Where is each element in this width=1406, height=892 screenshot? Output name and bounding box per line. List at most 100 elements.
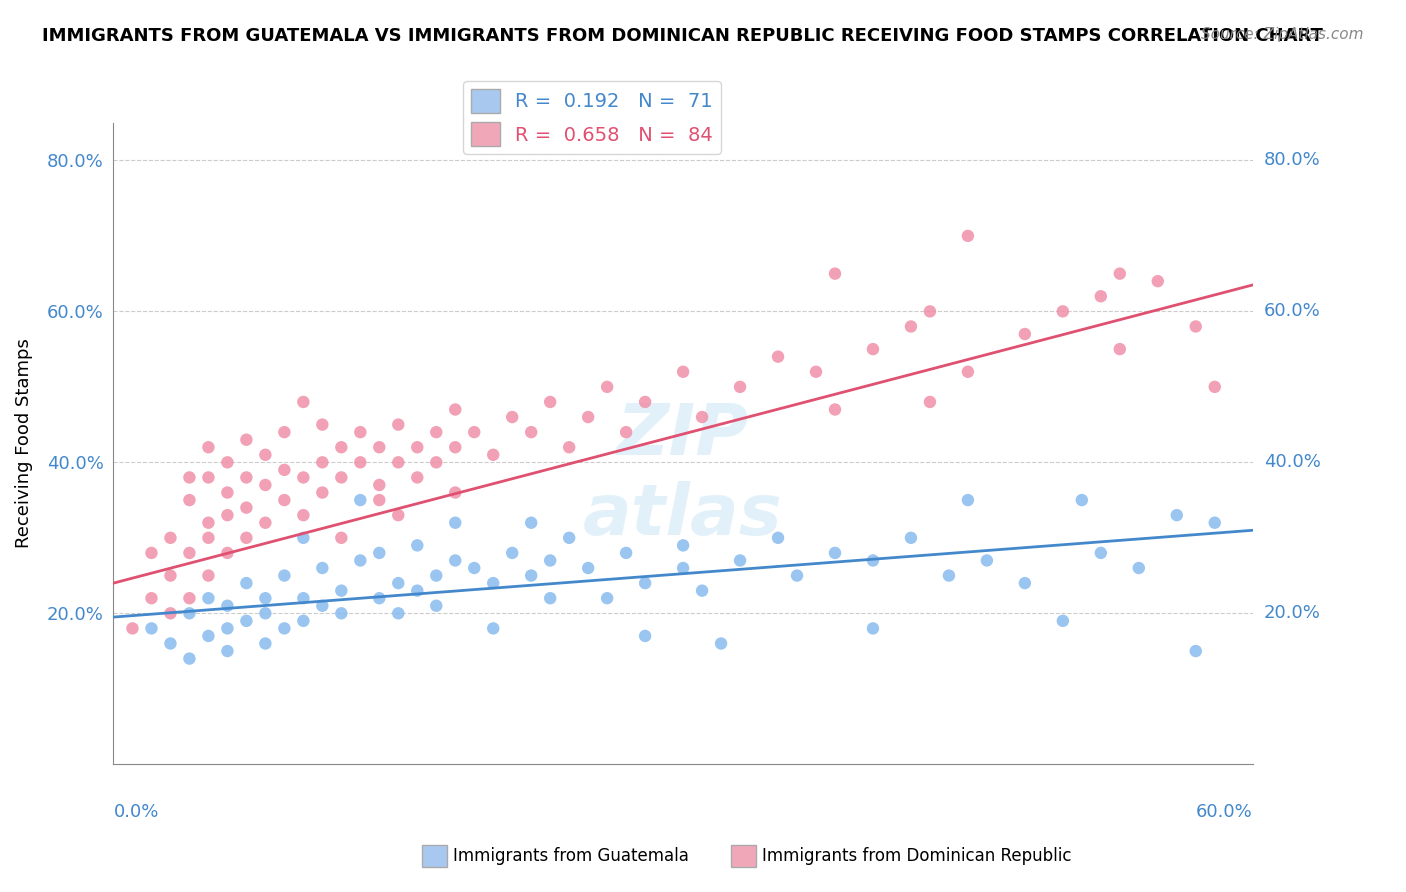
Point bbox=[918, 304, 941, 318]
Point bbox=[197, 629, 219, 643]
Point bbox=[956, 228, 979, 243]
Point bbox=[918, 395, 941, 409]
Point bbox=[862, 621, 884, 635]
Point bbox=[217, 508, 239, 523]
Point bbox=[141, 591, 163, 606]
Point bbox=[235, 576, 257, 591]
Point bbox=[349, 455, 371, 469]
Point bbox=[368, 478, 391, 492]
Point bbox=[197, 516, 219, 530]
Point bbox=[235, 433, 257, 447]
Point bbox=[900, 319, 922, 334]
Legend: R =  0.192   N =  71, R =  0.658   N =  84: R = 0.192 N = 71, R = 0.658 N = 84 bbox=[463, 81, 721, 153]
Point bbox=[614, 425, 637, 439]
Point bbox=[538, 395, 561, 409]
Point bbox=[501, 410, 523, 425]
Point bbox=[482, 621, 505, 635]
Point bbox=[330, 583, 353, 598]
Point bbox=[235, 470, 257, 484]
Point bbox=[1108, 267, 1130, 281]
Point bbox=[368, 440, 391, 454]
Point bbox=[197, 440, 219, 454]
Point bbox=[576, 410, 599, 425]
Text: 40.0%: 40.0% bbox=[1264, 453, 1320, 471]
Point bbox=[824, 402, 846, 417]
Point bbox=[292, 531, 315, 545]
Point bbox=[596, 380, 619, 394]
Point bbox=[956, 365, 979, 379]
Point bbox=[368, 591, 391, 606]
Point bbox=[824, 546, 846, 560]
Point bbox=[235, 500, 257, 515]
Point bbox=[273, 463, 295, 477]
Point bbox=[444, 485, 467, 500]
Point bbox=[387, 455, 409, 469]
Point bbox=[1108, 342, 1130, 356]
Point bbox=[862, 342, 884, 356]
Point bbox=[672, 365, 695, 379]
Point bbox=[956, 493, 979, 508]
Point bbox=[804, 365, 827, 379]
Point bbox=[292, 470, 315, 484]
Point bbox=[179, 470, 201, 484]
Point bbox=[197, 591, 219, 606]
Point bbox=[938, 568, 960, 582]
Point bbox=[596, 591, 619, 606]
Point bbox=[1052, 304, 1074, 318]
Point bbox=[766, 531, 789, 545]
Point bbox=[444, 402, 467, 417]
Point bbox=[862, 553, 884, 567]
Point bbox=[900, 531, 922, 545]
Point bbox=[1184, 644, 1206, 658]
Point bbox=[538, 591, 561, 606]
Point bbox=[330, 531, 353, 545]
Point bbox=[1090, 546, 1112, 560]
Point bbox=[690, 410, 713, 425]
Point bbox=[330, 607, 353, 621]
Point bbox=[728, 380, 751, 394]
Point bbox=[254, 516, 277, 530]
Text: IMMIGRANTS FROM GUATEMALA VS IMMIGRANTS FROM DOMINICAN REPUBLIC RECEIVING FOOD S: IMMIGRANTS FROM GUATEMALA VS IMMIGRANTS … bbox=[42, 27, 1323, 45]
Point bbox=[141, 621, 163, 635]
Point bbox=[576, 561, 599, 575]
Point bbox=[1014, 326, 1036, 341]
Point bbox=[121, 621, 143, 635]
Point bbox=[444, 553, 467, 567]
Point bbox=[159, 636, 181, 650]
Point bbox=[463, 425, 485, 439]
Point bbox=[1184, 319, 1206, 334]
Point bbox=[349, 425, 371, 439]
Point bbox=[1204, 516, 1226, 530]
Point bbox=[387, 607, 409, 621]
Point bbox=[520, 425, 543, 439]
Point bbox=[179, 651, 201, 665]
Point bbox=[1070, 493, 1092, 508]
Point bbox=[273, 425, 295, 439]
Text: 0.0%: 0.0% bbox=[114, 803, 159, 821]
Point bbox=[349, 493, 371, 508]
Point bbox=[235, 531, 257, 545]
Point bbox=[690, 583, 713, 598]
Point bbox=[406, 583, 429, 598]
Point bbox=[1146, 274, 1168, 288]
Point bbox=[217, 644, 239, 658]
Point bbox=[159, 607, 181, 621]
Point bbox=[482, 448, 505, 462]
Point bbox=[425, 599, 447, 613]
Point bbox=[197, 470, 219, 484]
Point bbox=[292, 614, 315, 628]
Point bbox=[634, 629, 657, 643]
Text: 20.0%: 20.0% bbox=[1264, 604, 1320, 623]
Point bbox=[311, 455, 333, 469]
Point bbox=[235, 614, 257, 628]
Point bbox=[292, 591, 315, 606]
Point bbox=[159, 568, 181, 582]
Text: 60.0%: 60.0% bbox=[1264, 302, 1320, 320]
Point bbox=[254, 636, 277, 650]
Point bbox=[254, 448, 277, 462]
Point bbox=[217, 621, 239, 635]
Point bbox=[538, 553, 561, 567]
Point bbox=[558, 440, 581, 454]
Point bbox=[520, 516, 543, 530]
Point bbox=[1166, 508, 1188, 523]
